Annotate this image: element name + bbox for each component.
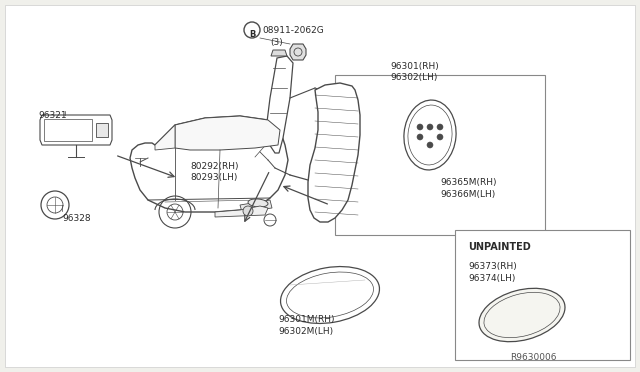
Text: UNPAINTED: UNPAINTED	[468, 242, 531, 252]
Circle shape	[437, 134, 443, 140]
Circle shape	[427, 142, 433, 148]
Polygon shape	[215, 206, 268, 217]
Text: 96302M(LH): 96302M(LH)	[278, 327, 333, 336]
Polygon shape	[130, 116, 288, 212]
Text: 96302(LH): 96302(LH)	[390, 73, 437, 82]
Bar	[455, 230, 630, 360]
Text: 96301(RH): 96301(RH)	[390, 62, 439, 71]
Text: 96301M(RH): 96301M(RH)	[278, 315, 335, 324]
Text: 96366M(LH): 96366M(LH)	[440, 190, 495, 199]
Text: 96328: 96328	[62, 214, 91, 223]
Text: (3): (3)	[270, 38, 283, 47]
Polygon shape	[240, 200, 272, 212]
Text: 80292(RH): 80292(RH)	[190, 162, 239, 171]
Bar	[335, 75, 545, 235]
Polygon shape	[96, 123, 108, 137]
Ellipse shape	[280, 267, 380, 323]
Ellipse shape	[248, 199, 268, 207]
Text: B: B	[249, 29, 255, 38]
Text: 96365M(RH): 96365M(RH)	[440, 178, 497, 187]
Polygon shape	[308, 83, 360, 222]
Polygon shape	[265, 56, 293, 153]
Text: 96373(RH): 96373(RH)	[468, 262, 516, 271]
Text: R9630006: R9630006	[510, 353, 557, 362]
Polygon shape	[155, 125, 175, 150]
Polygon shape	[175, 116, 280, 150]
Circle shape	[427, 124, 433, 130]
Text: 96321: 96321	[38, 111, 67, 120]
Text: 80293(LH): 80293(LH)	[190, 173, 237, 182]
Polygon shape	[40, 115, 112, 145]
Polygon shape	[271, 50, 287, 56]
Circle shape	[243, 206, 253, 216]
Ellipse shape	[404, 100, 456, 170]
Circle shape	[417, 124, 423, 130]
Circle shape	[437, 124, 443, 130]
Text: 08911-2062G: 08911-2062G	[262, 26, 324, 35]
Polygon shape	[290, 44, 306, 60]
Circle shape	[417, 134, 423, 140]
Ellipse shape	[479, 288, 565, 342]
Text: 96374(LH): 96374(LH)	[468, 274, 515, 283]
